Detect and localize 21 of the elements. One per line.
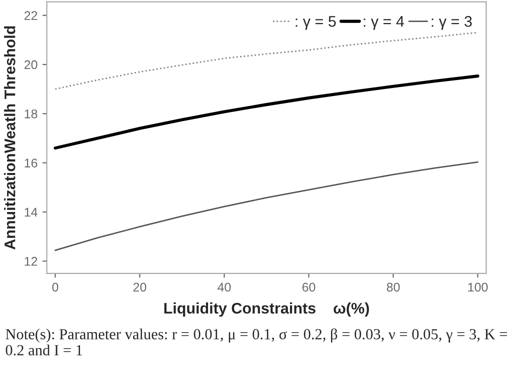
legend-label: : γ = 4 xyxy=(364,16,404,30)
x-tick-label: 40 xyxy=(218,282,231,292)
x-tick-label: 60 xyxy=(302,282,316,292)
y-tick-label: 18 xyxy=(24,109,38,118)
y-tick-label: 22 xyxy=(24,11,38,20)
text: Note(s): Parameter values: r = 0.01, μ = 0.1, σ = 0.2, β = 0.03, ν = 0.05, γ = 3, K = 0.2 and I = 1 xyxy=(6,328,507,356)
x-axis-title: Liquidity Constraints ω(%) xyxy=(164,302,369,317)
line-series xyxy=(54,74,480,150)
y-tick-label: 16 xyxy=(24,158,38,168)
x-tick-label: 20 xyxy=(133,282,146,292)
x-tick-label: 100 xyxy=(468,282,488,292)
x-tick-label: 80 xyxy=(386,282,400,292)
y-tick-label: 20 xyxy=(24,60,38,70)
legend-label: : γ = 5 xyxy=(296,16,336,30)
x-tick-label: 0 xyxy=(52,282,58,292)
y-tick-label: 12 xyxy=(24,256,38,266)
y-axis-title: AnnuitizationWeatlh Threshold xyxy=(4,26,16,250)
legend-label: : γ = 3 xyxy=(432,16,472,30)
line-series xyxy=(54,32,478,90)
y-tick-label: 14 xyxy=(24,208,38,216)
line-series xyxy=(54,161,478,252)
